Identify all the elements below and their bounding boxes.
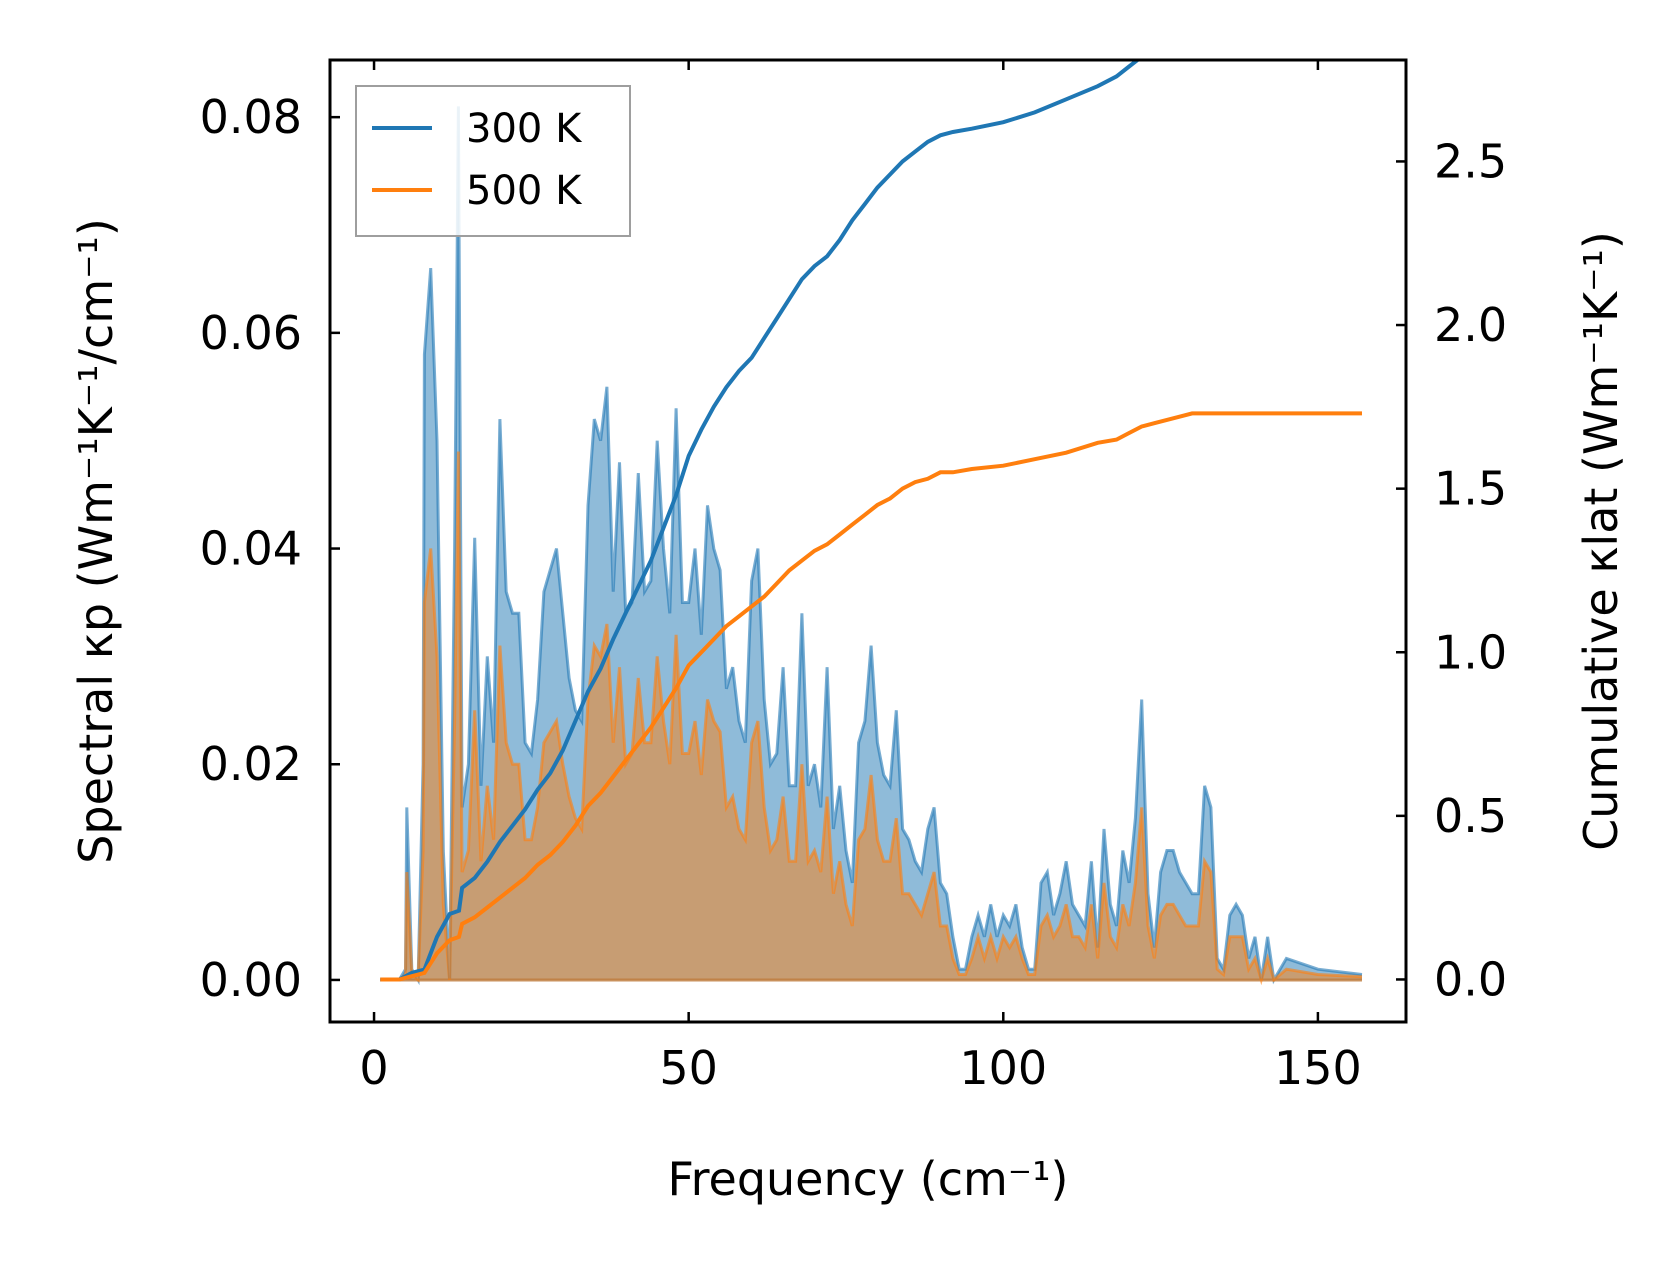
cumulative-line-300k bbox=[380, 60, 1141, 982]
x-axis-label: Frequency (cm⁻¹) bbox=[668, 1152, 1069, 1206]
y-right-tick-label: 0.0 bbox=[1434, 952, 1507, 1006]
legend-label-500k: 500 K bbox=[466, 168, 583, 214]
y-left-tick-label: 0.02 bbox=[200, 737, 302, 791]
y-axis-right-label: Cumulative κlat (Wm⁻¹K⁻¹) bbox=[1574, 231, 1628, 851]
x-tick-label: 150 bbox=[1274, 1041, 1362, 1095]
y-right-tick-label: 0.5 bbox=[1434, 789, 1507, 843]
spectral-line-300k bbox=[380, 106, 1363, 986]
x-tick-label: 100 bbox=[959, 1041, 1047, 1095]
spectral-area-500k bbox=[380, 451, 1362, 980]
plot-area bbox=[380, 60, 1363, 986]
y-right-tick-label: 2.0 bbox=[1434, 298, 1507, 352]
y-axis-left-label: Spectral κp (Wm⁻¹K⁻¹/cm⁻¹) bbox=[69, 218, 123, 864]
x-tick-label: 0 bbox=[359, 1041, 388, 1095]
y-left-tick-label: 0.08 bbox=[200, 90, 302, 144]
y-right-tick-label: 1.5 bbox=[1434, 462, 1507, 516]
legend: 300 K 500 K bbox=[355, 85, 631, 237]
y-right-tick-label: 2.5 bbox=[1434, 134, 1507, 188]
axes-frame bbox=[328, 58, 1408, 1024]
legend-box bbox=[355, 85, 631, 237]
y-left-tick-label: 0.04 bbox=[200, 522, 302, 576]
x-tick-label: 50 bbox=[659, 1041, 718, 1095]
cumulative-line-500k bbox=[380, 411, 1362, 982]
axis-ticks: 0 50 100 150 0.00 0.02 0.04 0.06 0.08 0.0 0.5 1.0 1.… bbox=[200, 60, 1507, 1095]
series-group bbox=[380, 60, 1363, 986]
y-left-tick-label: 0.00 bbox=[200, 953, 302, 1007]
y-right-tick-label: 1.0 bbox=[1434, 625, 1507, 679]
y-left-tick-label: 0.06 bbox=[200, 306, 302, 360]
legend-label-300k: 300 K bbox=[466, 106, 583, 152]
spectral-line-500k bbox=[380, 451, 1363, 986]
